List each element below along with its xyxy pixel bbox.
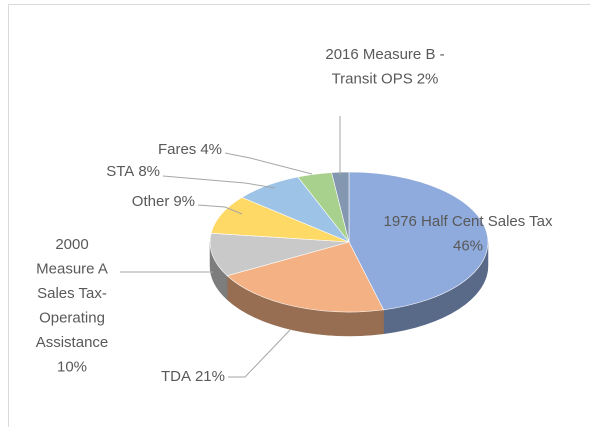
slice <box>210 197 350 243</box>
label-line: 1976 Half Cent Sales Tax <box>384 213 553 230</box>
chart-frame <box>8 4 590 427</box>
leader-line <box>224 152 313 175</box>
slice-label: Fares 4% <box>158 141 222 158</box>
slice-label-name: 2016 Measure B - Transit OPS <box>325 46 444 88</box>
label-line: Assistance <box>36 334 109 351</box>
slice <box>209 232 350 277</box>
slice-value-label: 9% <box>173 193 195 210</box>
slice-value-label: 4% <box>200 141 222 158</box>
slice-label: STA 8% <box>106 163 160 180</box>
slice-value-label: 46% <box>453 237 483 254</box>
label-line: Fares <box>158 141 196 158</box>
slice-label-name: Other <box>132 193 170 210</box>
slice-value-label: 2% <box>417 70 439 87</box>
slice-label-name: STA <box>106 163 134 180</box>
slice-value-label: 10% <box>57 358 87 375</box>
label-line: STA <box>106 163 134 180</box>
label-line: Transit OPS <box>332 70 413 87</box>
slice-value-label: 8% <box>138 163 160 180</box>
leader-line <box>228 329 291 378</box>
slice-label-name: Fares <box>158 141 196 158</box>
label-line: Sales Tax- <box>37 285 107 302</box>
slice <box>348 171 489 311</box>
slice-label: TDA 21% <box>161 368 225 385</box>
slice-label-name: 2000 Measure A Sales Tax- Operating Assistan… <box>36 236 109 351</box>
slice-value-label: 21% <box>195 368 225 385</box>
label-line: TDA <box>161 368 191 385</box>
slice-label: 2016 Measure B - Transit OPS 2% <box>325 46 444 88</box>
label-line: 2000 <box>55 236 88 253</box>
slice-label: 1976 Half Cent Sales Tax 46% <box>384 213 553 255</box>
slice-label: 2000 Measure A Sales Tax- Operating Assistan… <box>36 236 109 376</box>
leader-line <box>162 175 276 189</box>
slice-label-name: TDA <box>161 368 191 385</box>
slice-label-name: 1976 Half Cent Sales Tax <box>384 213 553 230</box>
leader-line <box>197 204 243 215</box>
label-line: 2016 Measure B - <box>325 46 444 63</box>
label-line: Other <box>132 193 170 210</box>
label-line: Operating <box>39 309 105 326</box>
label-line: Measure A <box>36 260 108 277</box>
slice <box>226 241 385 313</box>
slice-label: Other 9% <box>132 193 195 210</box>
